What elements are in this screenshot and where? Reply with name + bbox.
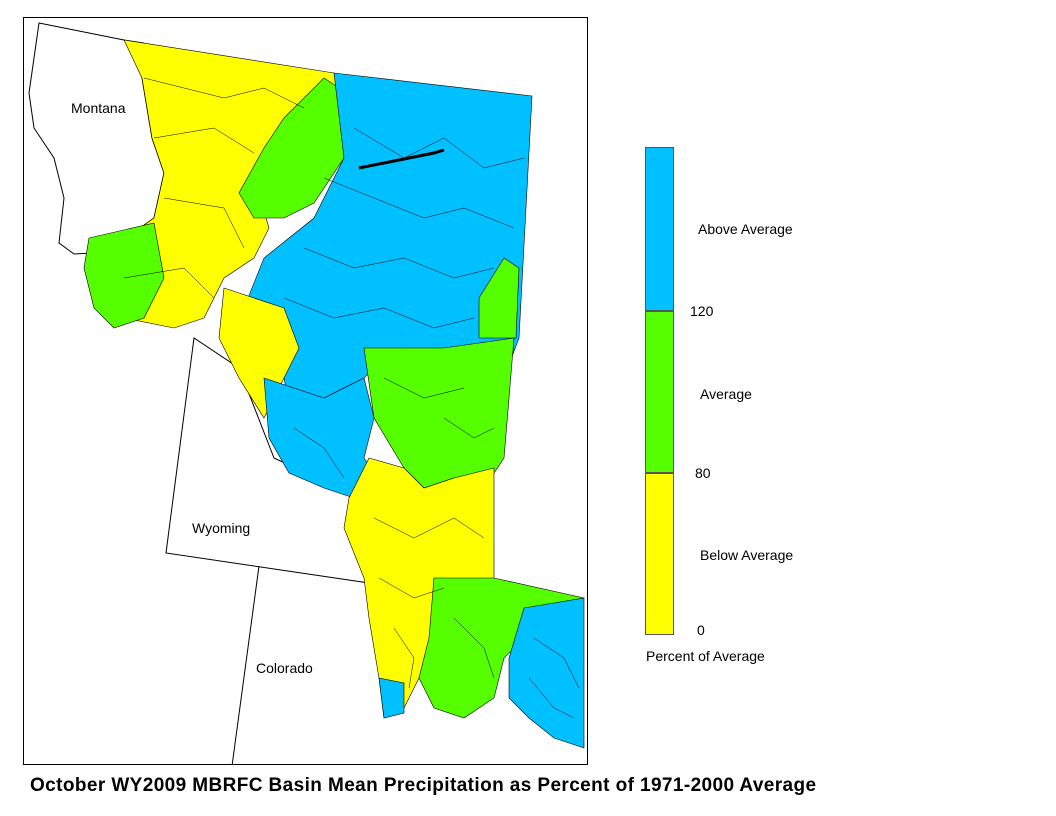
legend-swatch-above-average bbox=[645, 147, 674, 311]
basin-region-above-southeast bbox=[508, 597, 585, 749]
legend-label-below-average: Below Average bbox=[700, 547, 794, 563]
legend-swatch-below-average bbox=[645, 473, 674, 635]
legend-title: Percent of Average bbox=[646, 648, 765, 664]
legend-label-above-average: Above Average bbox=[698, 221, 793, 237]
basin-region-avg-west bbox=[83, 222, 165, 329]
legend-break-80: 80 bbox=[695, 465, 711, 481]
basin-map bbox=[28, 22, 585, 764]
reservoir-line bbox=[358, 148, 445, 170]
state-label-montana: Montana bbox=[71, 100, 126, 116]
map-caption: October WY2009 MBRFC Basin Mean Precipit… bbox=[30, 775, 817, 796]
state-label-colorado: Colorado bbox=[256, 660, 313, 676]
legend-break-120: 120 bbox=[690, 303, 714, 319]
legend-label-average: Average bbox=[700, 386, 752, 402]
state-label-wyoming: Wyoming bbox=[192, 520, 251, 536]
basin-region-avg-east bbox=[478, 257, 520, 339]
basin-region-above-southwest bbox=[378, 677, 405, 719]
legend-break-0: 0 bbox=[697, 622, 705, 638]
map-panel: Montana Wyoming Colorado bbox=[23, 17, 588, 765]
colorado-outline bbox=[231, 565, 260, 764]
legend-swatch-average bbox=[645, 311, 674, 473]
sub-basin-lines bbox=[123, 77, 580, 719]
